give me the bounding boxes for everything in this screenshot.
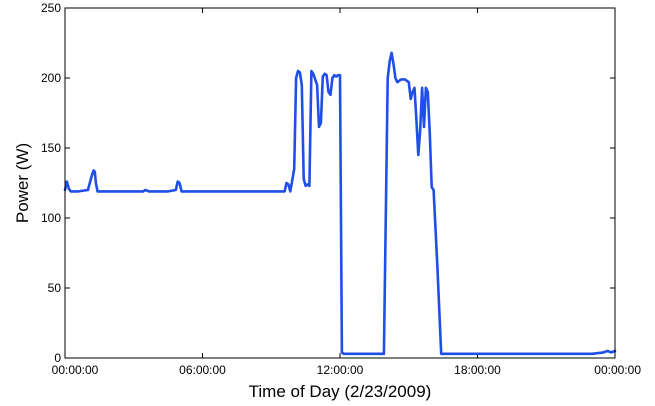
x-tick-label: 18:00:00 <box>454 363 501 377</box>
y-tick-label: 50 <box>48 281 62 295</box>
power-series-line <box>63 51 617 356</box>
y-tick-label: 150 <box>41 141 61 155</box>
tick-labels: 0 50 100 150 200 250 00:00:00 06:00:00 12:00:00 1… <box>41 1 641 377</box>
x-tick-label: 00:00:00 <box>594 363 641 377</box>
y-tick-label: 250 <box>41 1 61 15</box>
y-tick-label: 0 <box>54 351 61 365</box>
y-axis-label: Power (W) <box>13 143 32 223</box>
x-tick-label: 06:00:00 <box>179 363 226 377</box>
plot-area-frame <box>64 7 616 359</box>
x-tick-label: 00:00:00 <box>52 363 99 377</box>
y-tick-label: 200 <box>41 71 61 85</box>
x-axis-label: Time of Day (2/23/2009) <box>249 382 432 401</box>
x-tick-label: 12:00:00 <box>317 363 364 377</box>
y-tick-label: 100 <box>41 211 61 225</box>
